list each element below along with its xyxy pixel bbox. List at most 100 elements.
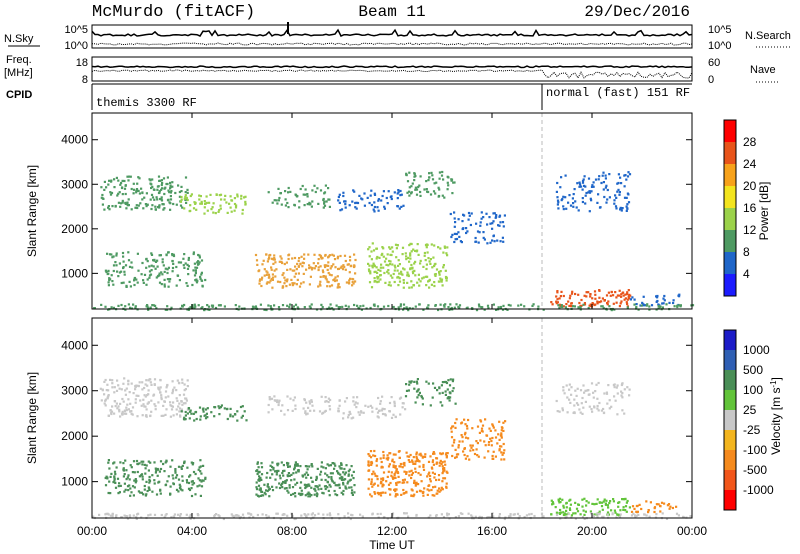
data-cell bbox=[442, 304, 446, 307]
data-cell bbox=[167, 475, 170, 478]
data-cell bbox=[498, 513, 501, 516]
data-cell bbox=[313, 184, 316, 187]
data-cell bbox=[140, 473, 144, 476]
data-cell bbox=[412, 272, 415, 275]
data-cell bbox=[319, 284, 322, 287]
data-cell bbox=[432, 451, 435, 454]
data-cell bbox=[300, 514, 303, 517]
data-cell bbox=[427, 190, 430, 194]
data-cell bbox=[399, 305, 402, 308]
data-cell bbox=[585, 291, 588, 294]
data-cell bbox=[256, 462, 259, 465]
data-cell bbox=[491, 239, 494, 242]
data-cell bbox=[415, 250, 418, 253]
data-cell bbox=[619, 302, 622, 305]
data-cell bbox=[190, 461, 193, 464]
data-cell bbox=[400, 193, 403, 196]
data-cell bbox=[236, 410, 239, 413]
data-cell bbox=[194, 201, 197, 204]
data-cell bbox=[584, 400, 587, 403]
data-cell bbox=[275, 469, 278, 473]
data-cell bbox=[308, 495, 312, 498]
velocity-x-axis: 00:00 04:00 08:00 12:00 16:00 20:00 00:00 bbox=[77, 113, 707, 538]
data-cell bbox=[374, 280, 377, 283]
data-cell bbox=[635, 514, 638, 517]
data-cell bbox=[136, 182, 139, 185]
data-cell bbox=[691, 304, 695, 307]
data-cell bbox=[299, 465, 302, 468]
data-cell bbox=[319, 275, 322, 278]
data-cell bbox=[458, 304, 462, 307]
data-cell bbox=[579, 183, 582, 186]
data-cell bbox=[434, 192, 437, 195]
data-cell bbox=[417, 472, 420, 475]
data-cell bbox=[157, 175, 161, 178]
data-cell bbox=[354, 280, 357, 283]
data-cell bbox=[370, 460, 373, 464]
data-cell bbox=[619, 513, 622, 516]
data-cell bbox=[579, 513, 582, 516]
data-cell bbox=[280, 260, 283, 263]
data-cell bbox=[453, 232, 456, 235]
data-cell bbox=[198, 466, 201, 469]
data-cell bbox=[159, 254, 162, 257]
data-cell bbox=[400, 272, 403, 275]
data-cell bbox=[583, 517, 586, 520]
data-cell bbox=[382, 255, 385, 258]
data-cell bbox=[375, 257, 378, 260]
data-cell bbox=[491, 222, 494, 225]
data-cell bbox=[573, 404, 576, 407]
data-cell bbox=[377, 198, 380, 201]
data-cell bbox=[367, 453, 370, 456]
data-cell bbox=[193, 419, 196, 422]
data-cell bbox=[441, 480, 444, 483]
data-cell bbox=[415, 457, 418, 460]
data-cell bbox=[323, 410, 326, 413]
data-cell bbox=[240, 416, 243, 419]
data-cell bbox=[482, 216, 485, 219]
data-cell bbox=[419, 190, 422, 194]
data-cell bbox=[129, 285, 132, 288]
data-cell bbox=[398, 263, 401, 266]
data-cell bbox=[679, 305, 682, 308]
data-cell bbox=[430, 243, 433, 246]
data-cell bbox=[101, 193, 104, 197]
data-cell bbox=[196, 485, 199, 488]
data-cell bbox=[487, 443, 490, 446]
data-cell bbox=[583, 303, 587, 306]
data-cell bbox=[342, 471, 345, 474]
data-cell bbox=[194, 305, 197, 308]
data-cell bbox=[551, 503, 554, 506]
data-cell bbox=[397, 475, 400, 478]
data-cell bbox=[474, 236, 477, 240]
data-cell bbox=[210, 304, 214, 307]
data-cell bbox=[161, 273, 164, 276]
data-cell bbox=[518, 515, 521, 518]
data-cell bbox=[501, 221, 505, 224]
data-cell bbox=[279, 192, 282, 195]
data-cell bbox=[260, 466, 264, 469]
data-cell bbox=[606, 303, 609, 306]
data-cell bbox=[588, 210, 591, 213]
data-cell bbox=[513, 513, 516, 516]
data-cell bbox=[393, 473, 396, 476]
data-cell bbox=[393, 461, 396, 464]
data-cell bbox=[438, 464, 441, 467]
data-cell bbox=[223, 305, 226, 308]
data-cell bbox=[492, 426, 495, 429]
data-cell bbox=[569, 498, 572, 501]
data-cell bbox=[98, 513, 101, 516]
data-cell bbox=[202, 464, 205, 467]
data-cell bbox=[240, 197, 243, 200]
data-cell bbox=[450, 430, 453, 433]
data-cell bbox=[408, 190, 411, 193]
data-cell bbox=[437, 195, 440, 198]
data-cell bbox=[255, 259, 259, 262]
data-cell bbox=[310, 400, 313, 403]
data-cell bbox=[292, 472, 295, 475]
data-cell bbox=[492, 212, 495, 215]
data-cell bbox=[574, 292, 577, 296]
data-cell bbox=[464, 423, 467, 426]
data-cell bbox=[299, 481, 303, 484]
data-cell bbox=[565, 506, 568, 509]
